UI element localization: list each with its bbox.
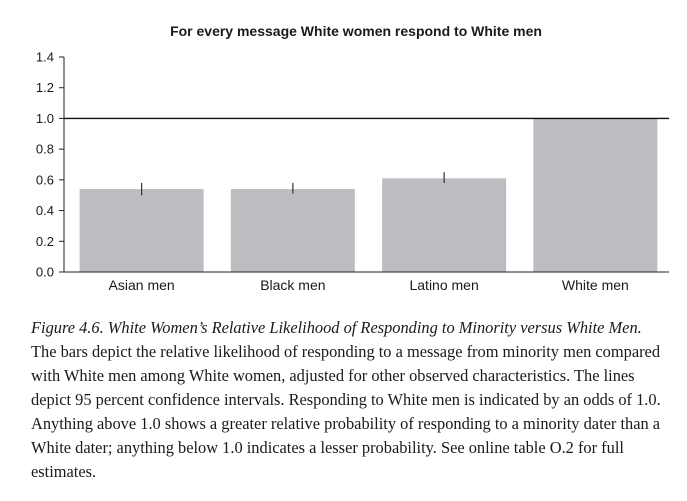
x-category-label: White men [562,277,629,293]
figure-caption: Figure 4.6. White Women’s Relative Likel… [31,316,671,484]
y-tick-label: 0.6 [36,172,54,187]
y-tick-label: 0.8 [36,142,54,157]
y-tick-label: 1.4 [36,50,54,65]
bar [79,189,204,272]
bar [230,189,355,272]
x-axis-labels: Asian men Black men Latino men White men [109,277,629,293]
y-tick-label: 0.2 [36,234,54,249]
y-tick-label: 1.0 [36,111,54,126]
y-tick-label: 1.2 [36,80,54,95]
x-category-label: Asian men [109,277,175,293]
bar [533,118,658,272]
caption-title: Figure 4.6. White Women’s Relative Likel… [31,318,642,337]
x-category-label: Latino men [409,277,478,293]
y-axis: 0.0 0.2 0.4 0.6 0.8 1.0 1.2 1.4 [36,50,65,280]
bar-chart: For every message White women respond to… [36,23,669,293]
y-tick-label: 0.4 [36,203,54,218]
bar [382,178,507,272]
x-category-label: Black men [260,277,325,293]
y-tick-label: 0.0 [36,265,54,280]
chart-title: For every message White women respond to… [170,23,542,39]
caption-text: The bars depict the relative likelihood … [31,342,661,481]
bars-group [64,117,669,273]
